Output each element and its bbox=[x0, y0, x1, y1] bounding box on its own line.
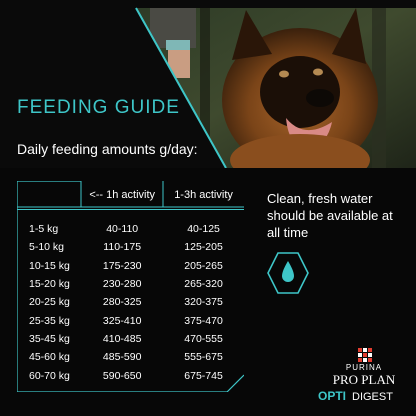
low-activity-cell: 410-485 bbox=[102, 332, 142, 345]
high-activity-cell: 320-375 bbox=[184, 296, 223, 309]
high-activity-cell: 125-205 bbox=[184, 241, 223, 254]
page-title: FEEDING GUIDE bbox=[17, 97, 180, 118]
weight-cell: 20-25 kg bbox=[29, 296, 70, 309]
high-activity-cell: 675-745 bbox=[184, 369, 223, 382]
table-row: 25-35 kg 325-410 375-470 bbox=[17, 311, 244, 329]
brand-line: PRO PLAN bbox=[333, 372, 396, 387]
weight-cell: 45-60 kg bbox=[29, 351, 70, 364]
low-activity-cell: 175-230 bbox=[102, 259, 142, 272]
water-drop-icon bbox=[267, 252, 309, 294]
feeding-table: <-- 1h activity 1-3h activity 1-5 kg 40-… bbox=[17, 181, 244, 392]
table-row: 20-25 kg 280-325 320-375 bbox=[17, 293, 244, 311]
table-row: 35-45 kg 410-485 470-555 bbox=[17, 330, 244, 348]
high-activity-cell: 555-675 bbox=[184, 351, 223, 364]
weight-cell: 60-70 kg bbox=[29, 369, 70, 382]
low-activity-cell: 485-590 bbox=[102, 351, 142, 364]
purina-pro-plan-logo: PURINA PRO PLAN OPTI DIGEST bbox=[318, 348, 396, 403]
header-low-activity: <-- 1h activity bbox=[81, 181, 164, 210]
brand-maker: PURINA bbox=[346, 363, 382, 372]
table-row: 45-60 kg 485-590 555-675 bbox=[17, 348, 244, 366]
weight-cell: 35-45 kg bbox=[29, 332, 70, 345]
low-activity-cell: 280-325 bbox=[102, 296, 142, 309]
weight-cell: 5-10 kg bbox=[29, 241, 65, 254]
high-activity-cell: 40-125 bbox=[187, 223, 220, 236]
table-row: 10-15 kg 175-230 205-265 bbox=[17, 257, 244, 275]
header-high-activity: 1-3h activity bbox=[163, 181, 244, 210]
hero-photo bbox=[0, 0, 416, 168]
table-header-row: <-- 1h activity 1-3h activity bbox=[17, 181, 244, 210]
dog-photo bbox=[135, 7, 416, 168]
high-activity-cell: 375-470 bbox=[184, 314, 223, 327]
low-activity-cell: 325-410 bbox=[102, 314, 142, 327]
header-weight bbox=[17, 181, 82, 210]
weight-cell: 25-35 kg bbox=[29, 314, 70, 327]
low-activity-cell: 110-175 bbox=[103, 241, 142, 254]
weight-cell: 15-20 kg bbox=[29, 278, 70, 291]
feeding-table-grid: <-- 1h activity 1-3h activity 1-5 kg 40-… bbox=[17, 181, 244, 385]
high-activity-cell: 470-555 bbox=[184, 332, 223, 345]
high-activity-cell: 265-320 bbox=[184, 278, 223, 291]
low-activity-cell: 230-280 bbox=[102, 278, 142, 291]
brand-sub-digest: DIGEST bbox=[352, 391, 393, 403]
table-row: 1-5 kg 40-110 40-125 bbox=[17, 210, 244, 239]
brand-logo: PURINA PRO PLAN OPTI DIGEST bbox=[304, 345, 410, 403]
low-activity-cell: 40-110 bbox=[106, 223, 139, 236]
high-activity-cell: 205-265 bbox=[184, 259, 223, 272]
low-activity-cell: 590-650 bbox=[102, 369, 142, 382]
weight-cell: 1-5 kg bbox=[29, 223, 59, 236]
weight-cell: 10-15 kg bbox=[29, 259, 70, 272]
table-row: 5-10 kg 110-175 125-205 bbox=[17, 238, 244, 256]
brand-sub-opti: OPTI bbox=[318, 389, 346, 403]
table-row: 15-20 kg 230-280 265-320 bbox=[17, 275, 244, 293]
table-row: 60-70 kg 590-650 675-745 bbox=[17, 366, 244, 384]
water-note: Clean, fresh water should be available a… bbox=[267, 191, 393, 240]
feeding-subtitle: Daily feeding amounts g/day: bbox=[17, 141, 198, 157]
